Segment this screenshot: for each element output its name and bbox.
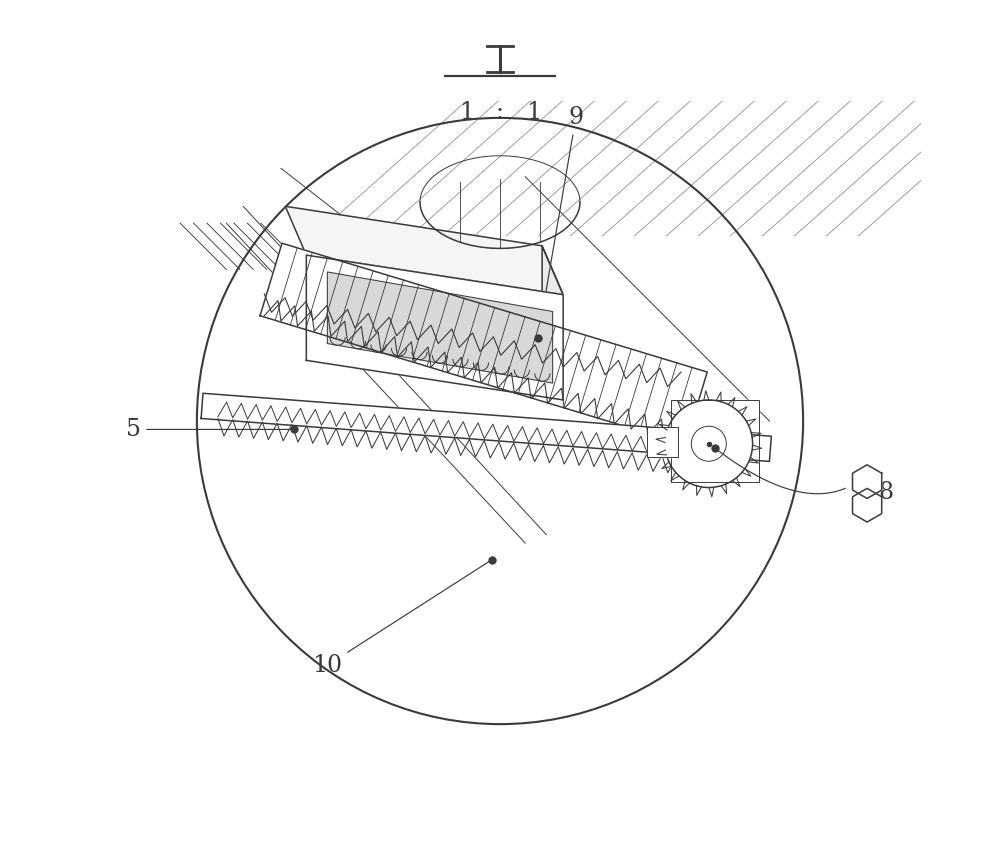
Polygon shape (306, 255, 563, 400)
Text: 9: 9 (538, 106, 583, 336)
Circle shape (665, 400, 753, 488)
Polygon shape (327, 272, 553, 383)
Text: 10: 10 (312, 562, 489, 677)
Polygon shape (542, 246, 563, 400)
Polygon shape (853, 488, 882, 522)
Polygon shape (647, 427, 678, 457)
Polygon shape (671, 400, 759, 482)
Text: 1: 1 (459, 101, 474, 124)
Text: :: : (496, 101, 504, 124)
Polygon shape (285, 206, 563, 295)
Polygon shape (260, 243, 707, 445)
Text: 1: 1 (526, 101, 541, 124)
Polygon shape (201, 393, 771, 461)
Polygon shape (853, 465, 882, 498)
Text: 5: 5 (126, 418, 291, 441)
Text: 8: 8 (878, 481, 893, 504)
Circle shape (691, 426, 726, 461)
